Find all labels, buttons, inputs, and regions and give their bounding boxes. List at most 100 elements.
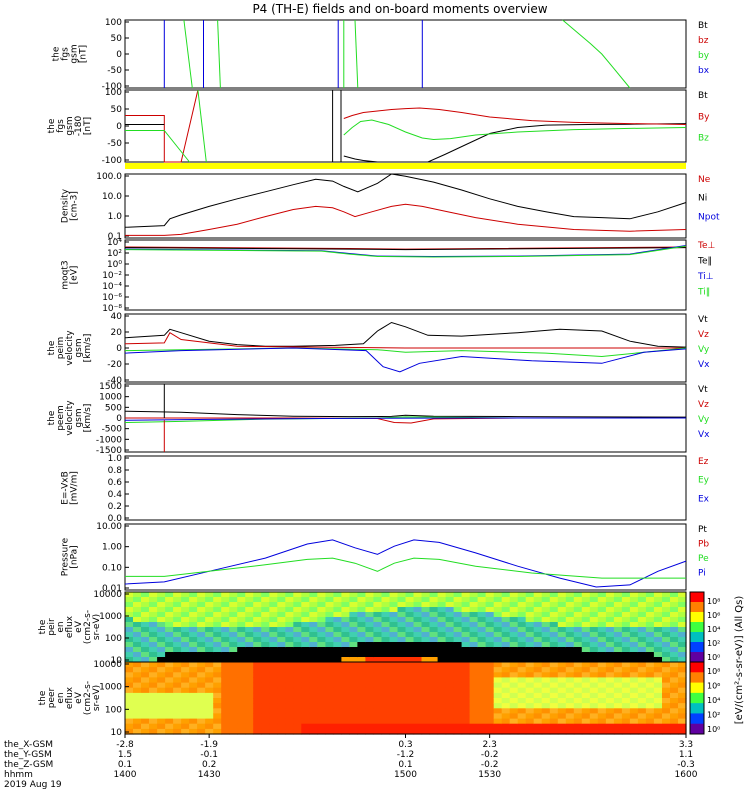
spectrogram-cell — [157, 617, 166, 623]
spectrogram-cell — [621, 703, 631, 709]
spectrogram-cell — [261, 723, 270, 730]
spectrogram-cell — [173, 687, 182, 694]
spectrogram-cell — [221, 703, 230, 709]
spectrogram-cell — [213, 632, 222, 638]
y-axis-label-line: the — [38, 690, 48, 705]
y-axis-label-line: (cm2-s- — [83, 681, 93, 715]
spectrogram-cell — [461, 692, 471, 699]
spectrogram-cell — [501, 607, 511, 613]
spectrogram-cell — [317, 667, 326, 673]
spectrogram-cell — [493, 607, 503, 613]
spectrogram-cell — [229, 612, 238, 618]
spectrogram-cell — [549, 698, 559, 704]
y-tick-label: 10.0 — [102, 192, 122, 202]
spectrogram-cell — [413, 612, 423, 618]
y-tick-label: 0.01 — [102, 584, 122, 594]
spectrogram-cell — [165, 602, 174, 608]
spectrogram-cell — [325, 687, 334, 694]
spectrogram-cell — [173, 617, 182, 623]
spectrogram-cell — [413, 708, 423, 714]
spectrogram-cell — [662, 602, 671, 608]
spectrogram-cell — [613, 642, 623, 648]
spectrogram-cell — [365, 713, 374, 720]
spectrogram-cell — [501, 627, 511, 633]
spectrogram-cell — [125, 713, 134, 720]
spectrogram-cell — [477, 612, 487, 618]
spectrogram-cell — [245, 703, 254, 709]
spectrogram-cell — [525, 642, 535, 648]
spectrogram-cell — [605, 718, 615, 725]
spectrogram-cell — [678, 718, 687, 725]
spectrogram-cell — [317, 723, 326, 730]
spectrogram-cell — [613, 612, 623, 618]
spectrogram-cell — [621, 612, 631, 618]
spectrogram-cell — [453, 692, 463, 699]
spectrogram-cell — [557, 647, 567, 653]
spectrogram-cell — [277, 662, 286, 668]
spectrogram-cell — [678, 647, 687, 653]
y-tick-label: 0.1 — [108, 232, 122, 242]
spectrogram-cell — [285, 592, 294, 598]
spectrogram-cell — [581, 728, 591, 735]
spectrogram-cell — [517, 617, 527, 623]
spectrogram-cell — [381, 667, 391, 673]
spectrogram-cell — [189, 622, 198, 628]
spectrogram-cell — [645, 667, 655, 673]
spectrogram-cell — [629, 682, 639, 689]
spectrogram-cell — [269, 667, 278, 673]
spectrogram-cell — [357, 607, 366, 613]
spectrogram-cell — [341, 602, 350, 608]
spectrogram-cell — [678, 612, 687, 618]
spectrogram-cell — [493, 637, 503, 643]
spectrogram-cell — [517, 637, 527, 643]
spectrogram-cell — [629, 622, 639, 628]
spectrogram-cell — [301, 723, 310, 730]
spectrogram-cell — [133, 682, 142, 689]
spectrogram-cell — [421, 708, 431, 714]
spectrogram-cell — [485, 597, 495, 603]
spectrogram-cell — [437, 728, 447, 735]
spectrogram-cell — [269, 718, 278, 725]
spectrogram-cell — [461, 677, 471, 684]
spectrogram-cell — [365, 607, 374, 613]
spectrogram-cell — [589, 703, 599, 709]
spectrogram-cell — [678, 597, 687, 603]
spectrogram-cell — [477, 592, 487, 598]
spectrogram-cell — [261, 718, 270, 725]
spectrogram-cell — [213, 627, 222, 633]
spectrogram-cell — [565, 692, 575, 699]
y-axis-label: Density[cm-3] — [61, 188, 80, 223]
spectrogram-cell — [213, 662, 222, 668]
spectrogram-cell — [173, 622, 182, 628]
time-axis-row-label: the_Y-GSM — [4, 750, 52, 760]
spectrogram-cell — [533, 687, 543, 694]
spectrogram-cell — [461, 592, 471, 598]
spectrogram-cell — [517, 622, 527, 628]
spectrogram-cell — [317, 708, 326, 714]
spectrogram-cell — [261, 657, 270, 663]
spectrogram-cell — [349, 723, 358, 730]
spectrogram-cell — [237, 627, 246, 633]
spectrogram-cell — [573, 682, 583, 689]
spectrogram-cell — [205, 703, 214, 709]
spectrogram-cell — [213, 652, 222, 658]
spectrogram-cell — [461, 682, 471, 689]
spectrogram-cell — [357, 642, 366, 648]
spectrogram-cell — [541, 602, 551, 608]
spectrogram-cell — [581, 612, 591, 618]
spectrogram-cell — [461, 718, 471, 725]
spectrogram-cell — [549, 657, 559, 663]
y-axis-label: thepeimvelocitygsm[km/s] — [47, 330, 93, 366]
series-line — [124, 246, 687, 250]
spectrogram-cell — [293, 612, 302, 618]
spectrogram-cell — [141, 647, 150, 653]
spectrogram-cell — [421, 672, 431, 678]
spectrogram-cell — [485, 718, 495, 725]
spectrogram-cell — [469, 622, 479, 628]
spectrogram-cell — [461, 652, 471, 658]
spectrogram-cell — [645, 632, 655, 638]
spectrogram-cell — [397, 617, 407, 623]
legend-item: Vy — [698, 345, 710, 355]
spectrogram-cell — [141, 692, 150, 699]
spectrogram-cell — [277, 622, 286, 628]
